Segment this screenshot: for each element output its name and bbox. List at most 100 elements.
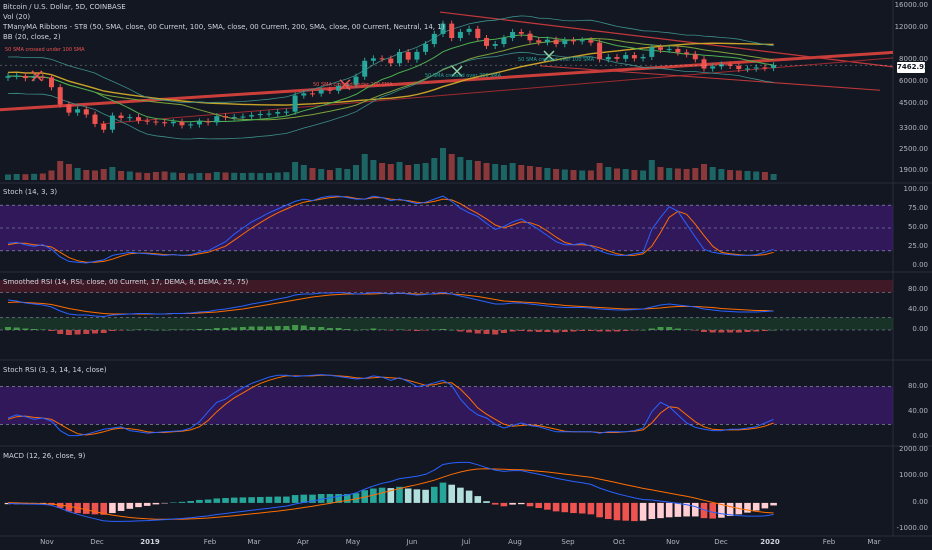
- srsi-hist-bar: [161, 330, 168, 331]
- volume-bar: [413, 164, 420, 180]
- candle-body: [257, 113, 263, 116]
- macd-hist-bar: [770, 502, 777, 506]
- stoch-tick-label: 100.00: [903, 185, 929, 193]
- candle-body: [405, 52, 411, 60]
- macd-tick-label: 2000.00: [899, 445, 928, 453]
- volume-bar: [466, 160, 473, 180]
- macd-hist-bar: [509, 502, 516, 505]
- candle-body: [684, 52, 690, 55]
- volume-bar: [483, 163, 490, 180]
- macd-hist-bar: [387, 488, 395, 503]
- price-tick-label: 8000.00: [899, 54, 928, 63]
- candle-body: [301, 93, 307, 96]
- macd-hist-bar: [561, 502, 569, 513]
- srsi-hist-bar: [335, 328, 342, 330]
- symbol-title: Bitcoin / U.S. Dollar, 5D, COINBASE: [3, 3, 126, 11]
- macd-hist-bar: [187, 500, 194, 503]
- volume-bar: [109, 167, 116, 180]
- candle-body: [170, 121, 176, 124]
- price-tick-label: 4500.00: [899, 99, 928, 108]
- macd-hist-bar: [230, 497, 238, 503]
- stoch-tick-label: 25.00: [907, 242, 928, 250]
- candle-body: [223, 116, 228, 118]
- srsi-hist-bar: [535, 330, 542, 332]
- candle-body: [492, 44, 498, 46]
- candle-body: [631, 55, 637, 59]
- time-tick-label: Jul: [461, 538, 471, 546]
- volume-bar: [300, 165, 307, 180]
- volume-bar: [39, 173, 46, 180]
- macd-hist-bar: [109, 502, 116, 514]
- srsi-hist-bar: [500, 330, 507, 333]
- srsi-hist-bar: [248, 326, 255, 330]
- stochrsi-k-line: [7, 374, 774, 437]
- macd-hist-bar: [752, 502, 760, 511]
- volume-bar: [422, 163, 429, 180]
- srsi-hist-bar: [187, 329, 194, 330]
- candle-body: [266, 113, 272, 115]
- candle-body: [753, 67, 759, 69]
- time-tick-label: Feb: [203, 538, 217, 546]
- srsi-hist-bar: [48, 330, 55, 331]
- candle-body: [370, 58, 376, 61]
- macd-hist-bar: [578, 502, 586, 514]
- srsi-hist-bar: [692, 330, 699, 331]
- time-tick-label: Feb: [822, 538, 836, 546]
- macd-hist-bar: [83, 502, 90, 514]
- macd-hist-bar: [483, 501, 490, 503]
- srsi-slow-line: [7, 292, 774, 315]
- srsi-hist-bar: [118, 330, 125, 331]
- srsi-hist-bar: [144, 329, 151, 330]
- volume-bar: [65, 164, 72, 180]
- srsi-hist-bar: [387, 330, 394, 331]
- srsi-hist-bar: [509, 330, 516, 332]
- volume-bar: [126, 171, 133, 180]
- srsi-hist-bar: [326, 328, 333, 330]
- candle-body: [336, 85, 342, 91]
- srsi-hist-bar: [170, 329, 177, 330]
- srsi-hist-bar: [283, 326, 290, 330]
- candle-body: [379, 58, 385, 60]
- macd-hist-bar: [204, 499, 212, 503]
- srsi-hist-bar: [266, 326, 272, 330]
- candle-body: [362, 60, 368, 77]
- stochrsi-legend: Stoch RSI (3, 3, 14, 14, close): [3, 366, 107, 374]
- ma-ribbon-100: [7, 37, 774, 121]
- cross-marker: [451, 65, 463, 77]
- volume-bar: [753, 171, 760, 180]
- volume-bar: [292, 162, 299, 180]
- macd-signal-line: [7, 468, 774, 520]
- volume-bar: [683, 169, 690, 180]
- macd-hist-bar: [239, 497, 247, 503]
- macd-hist-bar: [335, 494, 342, 503]
- volume-bar: [283, 172, 290, 180]
- candle-body: [475, 28, 481, 39]
- srsi-hist-bar: [92, 330, 98, 334]
- macd-hist-bar: [700, 502, 708, 519]
- candle-body: [484, 38, 489, 46]
- macd-hist-bar: [91, 502, 99, 515]
- candle-body: [144, 120, 150, 122]
- volume-bar: [561, 169, 568, 180]
- volume-bar: [509, 163, 516, 180]
- srsi-hist-bar: [309, 327, 316, 330]
- macd-hist-bar: [744, 502, 751, 513]
- srsi-hist-bar: [344, 329, 351, 330]
- srsi-hist-bar: [753, 330, 760, 332]
- macd-hist-bar: [117, 502, 125, 511]
- srsi-fast-line: [7, 291, 774, 318]
- candle-body: [179, 121, 185, 126]
- stoch-tick-label: 0.00: [912, 261, 928, 269]
- candle-body: [666, 48, 672, 50]
- candle-body: [353, 76, 359, 85]
- srsi-hist-bar: [718, 330, 725, 333]
- srsi-hist-bar: [761, 330, 768, 331]
- srsi-hist-bar: [239, 327, 246, 330]
- candle-body: [344, 84, 350, 86]
- last-price-tag: 7462.92: [897, 62, 929, 73]
- srsi-hist-bar: [292, 325, 299, 330]
- candle-body: [466, 28, 472, 32]
- srsi-tick-label: 80.00: [907, 285, 928, 293]
- srsi-hist-bar: [39, 329, 46, 330]
